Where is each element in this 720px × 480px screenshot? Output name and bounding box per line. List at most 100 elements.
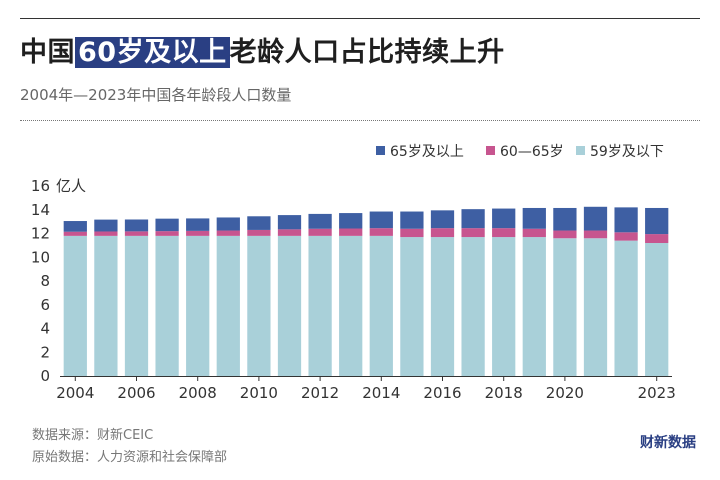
chart-title: 中国 60岁及以上 老龄人口占比持续上升	[20, 30, 505, 69]
bar-2004-65plus	[63, 221, 87, 232]
top-rule	[20, 18, 700, 19]
legend-swatch	[486, 146, 495, 155]
bar-2004-60_65	[63, 231, 87, 236]
origin-note: 原始数据：人力资源和社会保障部	[32, 450, 228, 465]
x-tick-label: 2010	[240, 384, 278, 402]
bar-2009-60_65	[216, 230, 240, 236]
bar-2015-65plus	[400, 211, 424, 229]
bar-2007-65plus	[155, 218, 179, 232]
bar-2010-65plus	[247, 216, 271, 230]
bar-2012-65plus	[308, 213, 332, 229]
bar-2023-60_65	[645, 234, 669, 243]
bar-2020-65plus	[553, 207, 577, 231]
bar-2015-60_65	[400, 228, 424, 238]
legend: 65岁及以上 60—65岁 59岁及以下	[376, 144, 664, 160]
bar-2023-59below	[645, 243, 669, 376]
y-tick-label: 2	[40, 343, 50, 361]
bar-2011-59below	[277, 235, 302, 376]
bar-2019-59below	[522, 237, 546, 376]
chart-subtitle: 2004年—2023年中国各年龄段人口数量	[20, 86, 292, 104]
bar-2014-59below	[369, 235, 393, 376]
bar-2017-60_65	[461, 228, 485, 238]
source-note: 数据来源：财新CEIC	[32, 428, 154, 443]
bars	[63, 206, 669, 376]
bar-2007-60_65	[155, 231, 179, 236]
bar-2018-60_65	[492, 228, 516, 238]
bar-2005-65plus	[94, 219, 118, 232]
bar-2019-60_65	[522, 228, 546, 238]
x-tick-label: 2008	[179, 384, 217, 402]
bar-2011-60_65	[277, 229, 302, 236]
y-tick-label: 0	[40, 367, 50, 385]
title-highlight: 60岁及以上	[75, 37, 230, 68]
y-tick-label: 14	[31, 201, 50, 219]
y-tick-label: 6	[40, 296, 50, 314]
bar-2019-65plus	[522, 207, 546, 229]
bar-2004-59below	[63, 235, 87, 376]
bar-2013-59below	[339, 235, 363, 376]
bar-2010-60_65	[247, 229, 271, 236]
bar-2009-65plus	[216, 217, 240, 231]
bar-2010-59below	[247, 235, 271, 376]
y-tick-label: 8	[40, 272, 50, 290]
bar-2008-65plus	[186, 218, 210, 231]
bar-2017-65plus	[461, 209, 485, 229]
bar-2016-65plus	[430, 210, 455, 229]
bar-2008-60_65	[186, 230, 210, 236]
x-tick-label: 2004	[56, 384, 94, 402]
bar-2017-59below	[461, 237, 485, 376]
legend-label: 60—65岁	[500, 144, 564, 160]
brand-logo: 财新数据	[640, 435, 696, 451]
y-tick-label: 12	[31, 225, 50, 243]
x-tick-label: 2012	[301, 384, 339, 402]
bar-2016-60_65	[430, 228, 455, 238]
y-axis: 0 2 4 6 8 10 12 14 16 亿人	[31, 177, 86, 385]
y-tick-label: 16	[31, 177, 50, 195]
bar-2022-60_65	[614, 232, 638, 241]
bar-2005-59below	[94, 235, 118, 376]
bar-2015-59below	[400, 237, 424, 376]
bar-2022-59below	[614, 240, 638, 376]
bar-2013-60_65	[339, 228, 363, 236]
x-tick-label: 2016	[423, 384, 461, 402]
bar-2009-59below	[216, 235, 240, 376]
bar-2006-59below	[124, 235, 149, 376]
bar-2007-59below	[155, 235, 179, 376]
bar-2012-59below	[308, 235, 332, 376]
bar-2023-65plus	[645, 207, 669, 235]
x-tick-label: 2006	[117, 384, 155, 402]
title-suffix: 老龄人口占比持续上升	[229, 37, 505, 68]
bar-2020-60_65	[553, 230, 577, 239]
bar-2021-65plus	[583, 206, 608, 231]
bar-2005-60_65	[94, 231, 118, 236]
bar-2014-60_65	[369, 228, 393, 236]
x-tick-label: 2020	[546, 384, 584, 402]
bar-2008-59below	[186, 235, 210, 376]
title-prefix: 中国	[20, 37, 75, 68]
bar-2006-60_65	[124, 231, 149, 236]
x-tick-label: 2014	[362, 384, 400, 402]
legend-label: 65岁及以上	[390, 144, 464, 160]
bar-2018-65plus	[492, 208, 516, 229]
bar-2013-65plus	[339, 213, 363, 229]
dotted-divider	[20, 120, 700, 121]
bar-2020-59below	[553, 238, 577, 376]
bar-2021-60_65	[583, 230, 608, 239]
legend-swatch	[576, 146, 585, 155]
bar-2006-65plus	[124, 219, 149, 232]
bar-2011-65plus	[277, 215, 302, 230]
legend-swatch	[376, 146, 385, 155]
bar-2022-65plus	[614, 207, 638, 233]
x-tick-label: 2023	[638, 384, 676, 402]
y-axis-unit-label: 亿人	[56, 177, 86, 195]
bar-2016-59below	[430, 237, 455, 376]
bar-2012-60_65	[308, 228, 332, 236]
bar-2021-59below	[583, 238, 608, 376]
y-tick-label: 10	[31, 248, 50, 266]
legend-label: 59岁及以下	[590, 144, 664, 160]
bar-2018-59below	[492, 237, 516, 376]
x-axis: 2004 2006 2008 2010 2012 2014 2016 2018 2020 2023	[56, 376, 676, 402]
y-tick-label: 4	[40, 320, 50, 338]
bar-2014-65plus	[369, 211, 393, 229]
